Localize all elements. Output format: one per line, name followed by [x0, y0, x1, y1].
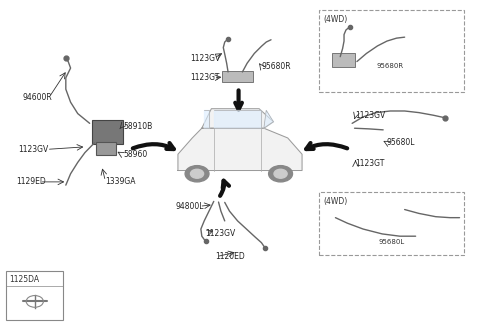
Text: 58910B: 58910B	[123, 122, 152, 131]
Text: (4WD): (4WD)	[324, 197, 348, 207]
FancyBboxPatch shape	[222, 71, 253, 82]
Text: 1123GT: 1123GT	[356, 159, 385, 169]
Polygon shape	[204, 110, 209, 128]
Text: 95680R: 95680R	[262, 62, 291, 71]
FancyBboxPatch shape	[332, 53, 356, 67]
Bar	[6, 271, 63, 320]
Text: 94600R: 94600R	[23, 93, 53, 102]
Text: 1123GV: 1123GV	[356, 112, 386, 120]
Text: 58960: 58960	[123, 150, 147, 159]
Text: 1129ED: 1129ED	[16, 177, 46, 186]
Circle shape	[185, 166, 209, 182]
Circle shape	[269, 166, 292, 182]
Circle shape	[191, 169, 204, 178]
Text: 1123GV: 1123GV	[18, 145, 48, 154]
Polygon shape	[214, 110, 262, 128]
Text: 95680L: 95680L	[387, 138, 416, 147]
Text: 94800L: 94800L	[176, 202, 204, 211]
Text: 95680R: 95680R	[376, 63, 403, 70]
Polygon shape	[264, 110, 274, 128]
Bar	[319, 192, 464, 255]
Text: 1339GA: 1339GA	[106, 177, 136, 186]
Text: 95680L: 95680L	[378, 239, 405, 245]
Polygon shape	[178, 128, 302, 171]
Text: 1123GT: 1123GT	[190, 73, 219, 82]
Text: 1120ED: 1120ED	[215, 252, 245, 261]
Text: 1125DA: 1125DA	[9, 275, 39, 284]
FancyBboxPatch shape	[96, 142, 116, 155]
Circle shape	[274, 169, 287, 178]
Text: 1123GV: 1123GV	[190, 54, 220, 63]
FancyBboxPatch shape	[92, 120, 122, 144]
Bar	[319, 10, 464, 92]
Text: 1123GV: 1123GV	[205, 229, 236, 238]
Text: (4WD): (4WD)	[324, 15, 348, 24]
Polygon shape	[202, 109, 274, 128]
